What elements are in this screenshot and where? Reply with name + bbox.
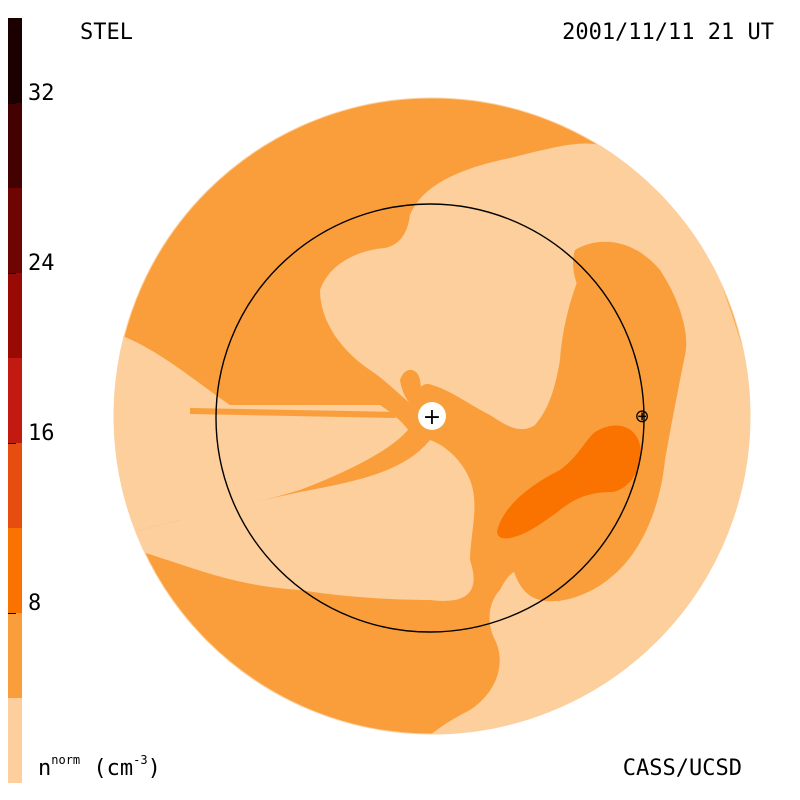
colorbar-level	[8, 358, 22, 443]
units-close: )	[147, 756, 161, 781]
colorbar-level	[8, 613, 22, 698]
earth-orbit-circle	[215, 203, 645, 633]
density-streamer	[400, 369, 423, 410]
colorbar-tick-mark	[8, 273, 16, 274]
colorbar-tick-label: 24	[28, 251, 55, 276]
density-region-low-west	[114, 330, 408, 540]
units-exponent: -3	[133, 753, 148, 767]
colorbar-level	[8, 18, 22, 103]
colorbar-tick-label: 8	[28, 591, 42, 616]
colorbar-tick-mark	[8, 443, 16, 444]
colorbar-level	[8, 273, 22, 358]
units-label: nnorm (cm-3)	[38, 754, 161, 780]
density-region-low-south	[114, 440, 475, 601]
density-region-high	[497, 425, 641, 539]
units-rest: (cm	[80, 756, 134, 781]
colorbar-level	[8, 698, 22, 783]
data-source-label: STEL	[80, 20, 133, 45]
map-disk-edge	[113, 97, 751, 735]
colorbar-tick-mark	[8, 613, 16, 614]
colorbar	[8, 18, 22, 783]
density-sliver	[190, 408, 400, 418]
earth-symbol: ⊕	[634, 406, 649, 427]
units-base: n	[38, 756, 52, 781]
sun-disk	[418, 402, 446, 430]
credit-label: CASS/UCSD	[622, 756, 742, 781]
colorbar-tick-label: 32	[28, 81, 55, 106]
colorbar-tick-mark	[8, 103, 16, 104]
colorbar-level	[8, 443, 22, 528]
sun-symbol: +	[423, 405, 441, 430]
colorbar-level	[8, 528, 22, 613]
timestamp-label: 2001/11/11 21 UT	[562, 20, 774, 45]
colorbar-level	[8, 103, 22, 188]
colorbar-level	[8, 188, 22, 273]
units-superscript: norm	[51, 753, 81, 767]
colorbar-tick-label: 16	[28, 421, 55, 446]
